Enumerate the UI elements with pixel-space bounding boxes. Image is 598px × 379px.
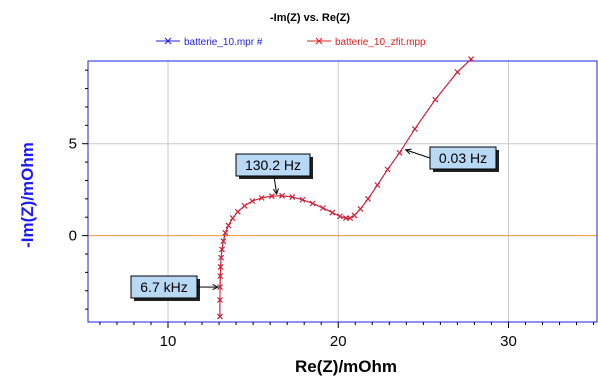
data-point [396, 150, 403, 156]
data-point [468, 56, 474, 63]
data-point [384, 166, 391, 173]
data-point [454, 69, 461, 75]
data-point [268, 193, 275, 199]
annotation-arrow-head [404, 148, 412, 155]
chart-title: -Im(Z) vs. Re(Z) [270, 12, 350, 24]
annotations: 130.2 Hz 0.03 Hz 6.7 kHz [130, 146, 499, 301]
data-point [347, 215, 354, 222]
data-point [258, 195, 265, 201]
data-point [299, 196, 306, 203]
data-point [249, 198, 256, 204]
annotation-2: 0.03 Hz [404, 146, 499, 172]
x-axis: 10 20 30 [99, 322, 595, 350]
legend-marker-series-1 [164, 37, 172, 45]
annotation-label: 0.03 Hz [439, 150, 487, 166]
data-point [337, 213, 343, 220]
data-point [289, 194, 296, 200]
data-point [320, 205, 326, 211]
legend-label-series-1: batterie_10.mpr # [184, 37, 263, 48]
data-point [222, 230, 229, 236]
x-tick-label-1: 20 [330, 333, 347, 350]
legend-item-series-1: batterie_10.mpr # [156, 37, 263, 48]
y-axis: 05 [69, 69, 88, 310]
annotation-box [235, 153, 311, 177]
data-point [217, 313, 223, 320]
annotation-arrow-head [212, 283, 220, 291]
data-point [218, 254, 224, 261]
annotation-arrow-line [405, 149, 431, 159]
x-axis-label: Re(Z)/mOhm [295, 357, 397, 376]
x-tick-label-0: 10 [160, 333, 177, 350]
data-point [229, 215, 236, 222]
plot-frame [87, 60, 598, 323]
data-point [374, 182, 381, 188]
legend-item-series-2: batterie_10_zfit.mpp [307, 37, 426, 48]
x-tick-label-2: 30 [500, 333, 517, 350]
data-point [217, 297, 223, 303]
annotation-label: 130.2 Hz [245, 157, 301, 173]
y-tick-label-1: 5 [69, 136, 77, 153]
y-tick-label-0: 0 [69, 228, 77, 245]
annotation-1: 130.2 Hz [235, 153, 313, 196]
legend-label-series-2: batterie_10_zfit.mpp [335, 37, 426, 48]
data-point [365, 195, 371, 202]
series-1 [217, 56, 474, 320]
data-point [217, 264, 224, 270]
data-point [343, 215, 349, 222]
data-point [217, 284, 223, 290]
data-point [241, 202, 248, 209]
data-point [217, 273, 224, 279]
data-point [219, 246, 225, 253]
legend-marker-series-2 [315, 37, 323, 45]
series-2 [217, 56, 474, 320]
series-layer [217, 56, 474, 320]
data-point [225, 222, 232, 229]
data-point [329, 209, 336, 216]
data-point [432, 96, 439, 103]
data-point [309, 200, 316, 207]
annotation-3: 6.7 kHz [130, 275, 220, 301]
y-axis-label: -Im(Z)/mOhm [18, 142, 37, 248]
annotation-label: 6.7 kHz [140, 279, 187, 295]
data-point [357, 206, 364, 212]
data-point [234, 208, 241, 215]
annotation-arrow-line [273, 175, 278, 195]
data-point [351, 212, 358, 219]
annotation-arrow-head [272, 188, 279, 196]
data-point [220, 238, 227, 244]
legend: batterie_10.mpr # batterie_10_zfit.mpp [156, 37, 426, 48]
data-point [411, 126, 418, 132]
data-point [279, 192, 285, 199]
